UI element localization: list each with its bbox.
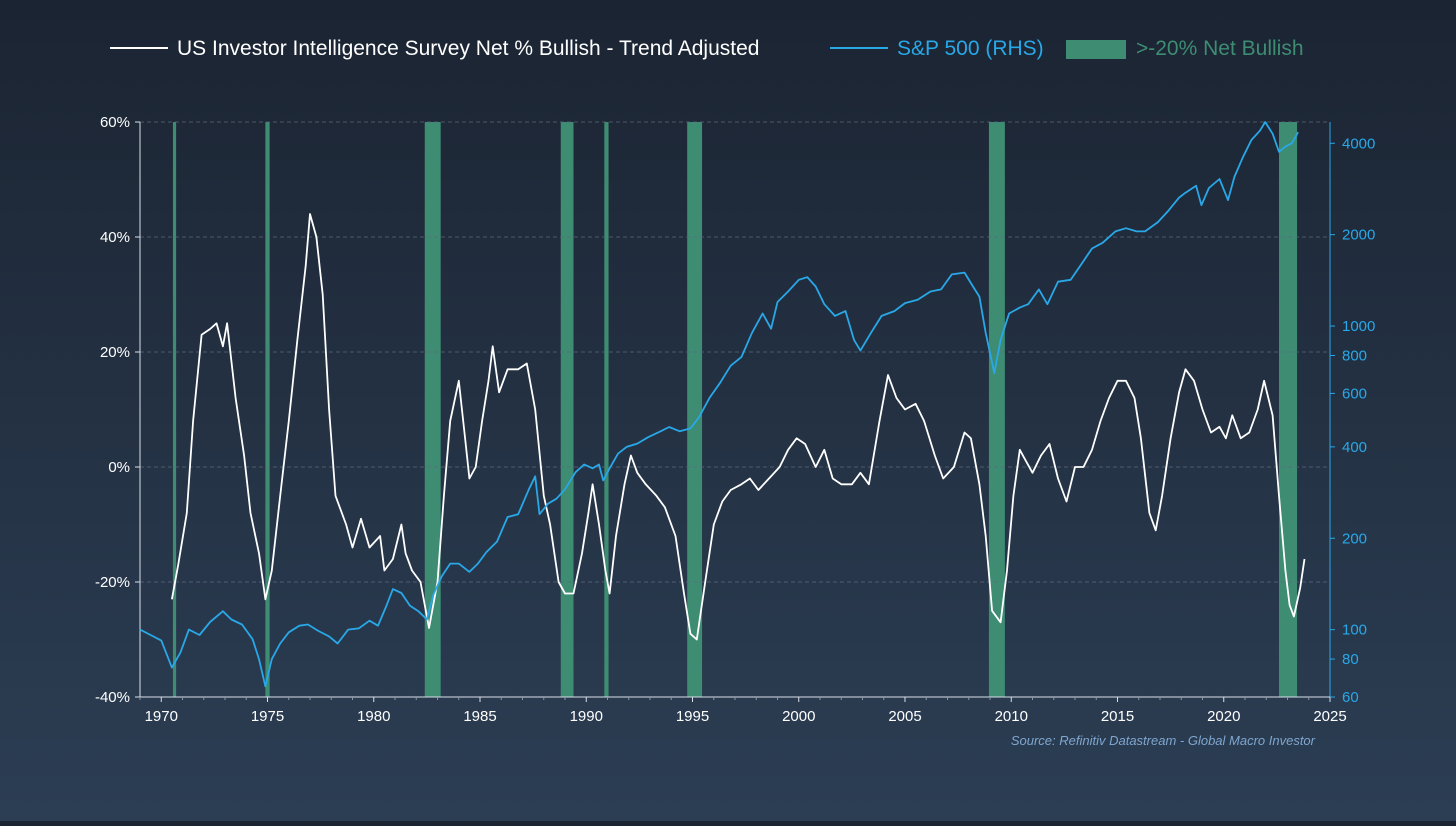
bullish-band [424,122,441,697]
x-tick-label: 1980 [357,708,390,725]
bullish-band [265,122,270,697]
x-tick-label: 2005 [888,708,921,725]
legend-label-net-bullish: US Investor Intelligence Survey Net % Bu… [177,37,759,60]
grid-lines [140,121,1330,583]
left-tick-label: -20% [95,574,130,591]
recession-bands [172,122,1298,697]
left-tick-label: -40% [95,689,130,706]
x-tick-label: 1990 [570,708,603,725]
right-tick-label: 200 [1342,530,1367,547]
right-tick-label: 1000 [1342,318,1375,335]
axes: -40% -20% 0% 20% 40% 60% 60 80 100 200 400 600 800 10… [95,114,1375,725]
series-lines [139,121,1306,688]
bullish-band [560,122,574,697]
x-tick-label: 2025 [1313,708,1346,725]
right-tick-label: 800 [1342,347,1367,364]
bullish-band [604,122,609,697]
legend-label-sp500: S&P 500 (RHS) [897,37,1044,60]
x-tick-label: 2000 [782,708,815,725]
bullish-band [172,122,177,697]
bullish-band [988,122,1005,697]
legend-label-band: >-20% Net Bullish [1136,37,1304,60]
x-tick-label: 2010 [995,708,1028,725]
net-bullish-line [171,213,1306,641]
left-tick-label: 20% [100,344,130,361]
right-tick-label: 100 [1342,622,1367,639]
right-tick-label: 60 [1342,689,1359,706]
x-tick-label: 2020 [1207,708,1240,725]
right-tick-label: 80 [1342,651,1359,668]
left-tick-label: 0% [108,459,130,476]
sp500-line [139,121,1299,688]
source-note: Source: Refinitiv Datastream - Global Ma… [1011,733,1316,748]
legend-swatch-band [1066,40,1126,59]
right-tick-label: 4000 [1342,135,1375,152]
x-tick-label: 1985 [463,708,496,725]
x-tick-label: 1995 [676,708,709,725]
right-tick-label: 600 [1342,385,1367,402]
x-tick-label: 1970 [145,708,178,725]
right-tick-label: 400 [1342,439,1367,456]
right-tick-label: 2000 [1342,227,1375,244]
x-tick-label: 1975 [251,708,284,725]
left-tick-label: 40% [100,229,130,246]
bullish-band [687,122,703,697]
legend: US Investor Intelligence Survey Net % Bu… [110,37,1304,60]
left-tick-label: 60% [100,114,130,131]
x-tick-label: 2015 [1101,708,1134,725]
